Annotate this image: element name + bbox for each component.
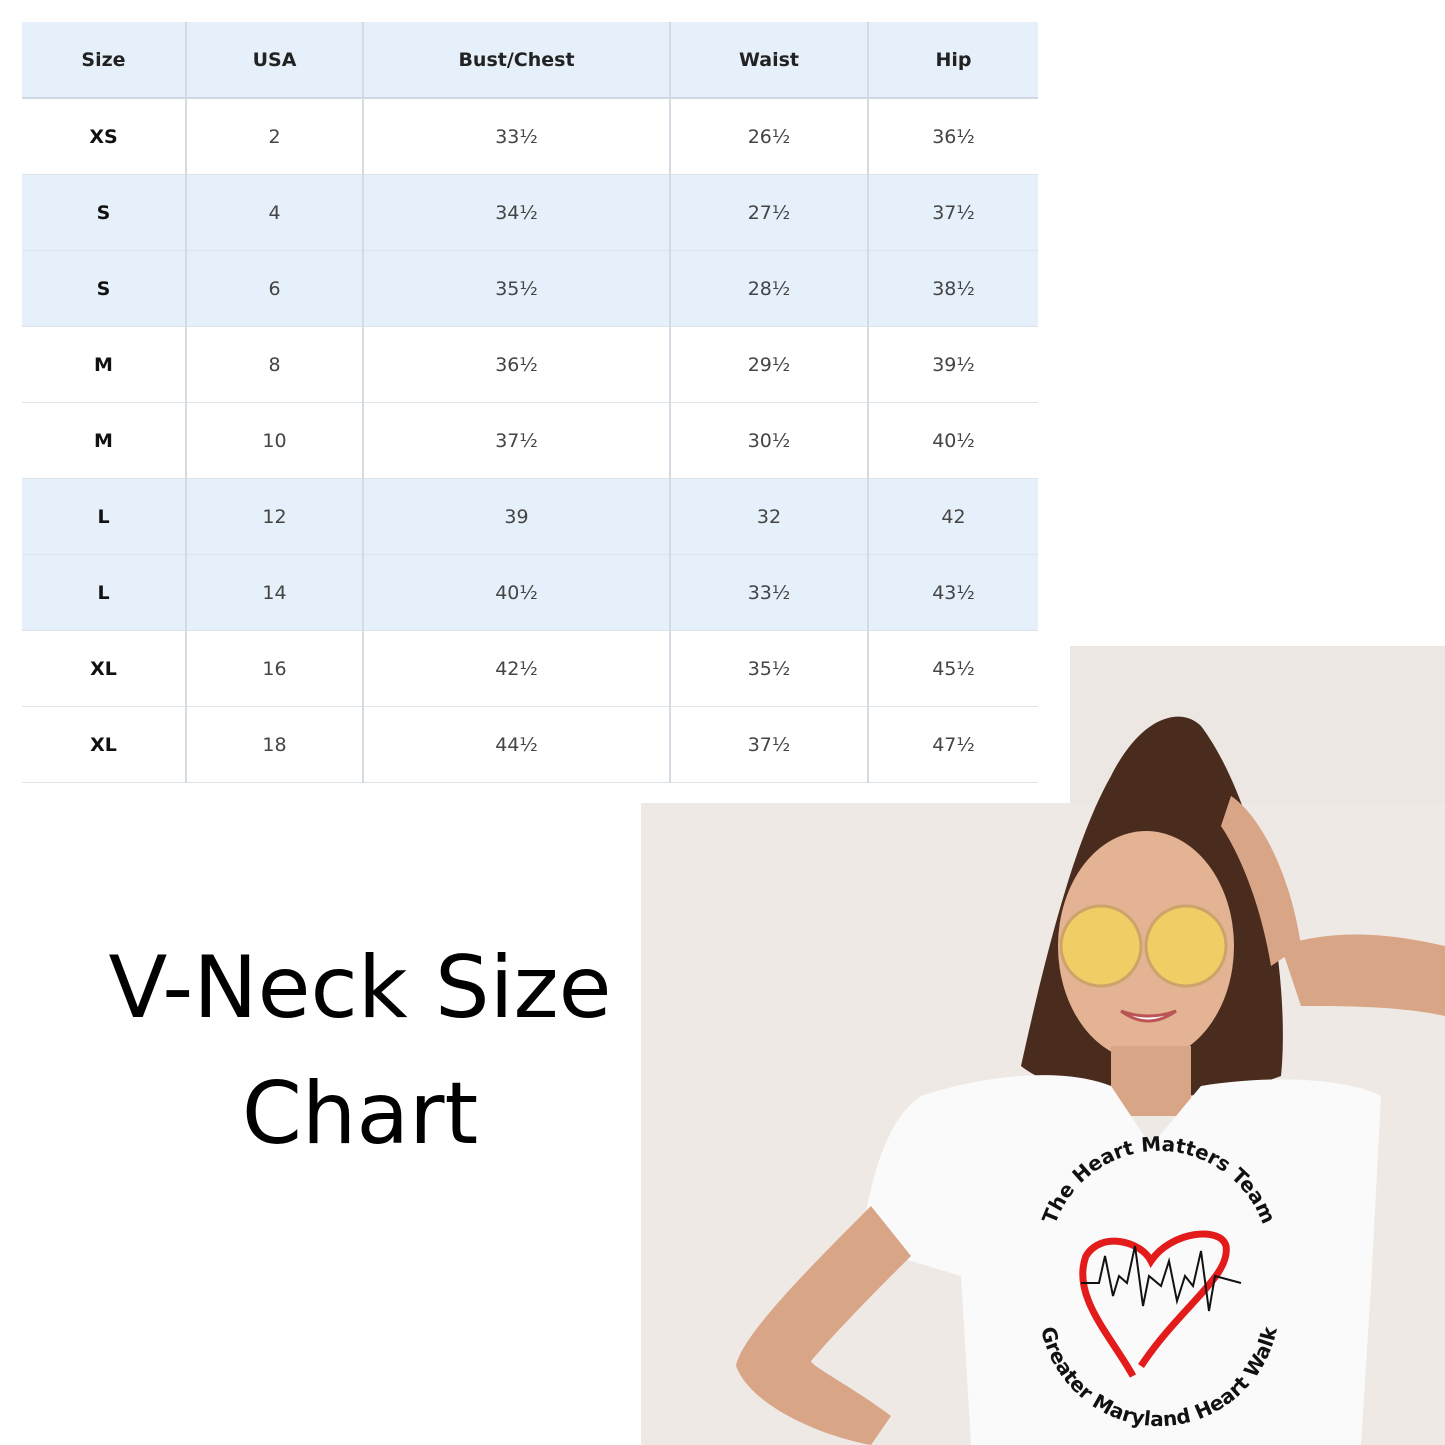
cell-size: XS bbox=[22, 98, 187, 175]
table-header-row: Size USA Bust/Chest Waist Hip bbox=[22, 22, 1038, 99]
cell-waist: 35½ bbox=[670, 630, 869, 707]
cell-hip: 37½ bbox=[868, 174, 1038, 251]
cell-waist: 37½ bbox=[670, 706, 869, 783]
cell-size: S bbox=[22, 250, 187, 327]
cell-bust-chest: 35½ bbox=[363, 250, 671, 327]
cell-waist: 30½ bbox=[670, 402, 869, 479]
cell-size: S bbox=[22, 174, 187, 251]
cell-waist: 28½ bbox=[670, 250, 869, 327]
cell-bust-chest: 42½ bbox=[363, 630, 671, 707]
table-row: XL 16 42½ 35½ 45½ bbox=[22, 630, 1038, 707]
table-row: L 12 39 32 42 bbox=[22, 478, 1038, 555]
cell-usa: 18 bbox=[186, 706, 364, 783]
table-row: S 4 34½ 27½ 37½ bbox=[22, 174, 1038, 251]
cell-size: XL bbox=[22, 630, 187, 707]
cell-usa: 8 bbox=[186, 326, 364, 403]
heart-icon bbox=[1079, 1230, 1230, 1378]
table-row: S 6 35½ 28½ 38½ bbox=[22, 250, 1038, 327]
cell-usa: 2 bbox=[186, 98, 364, 175]
cell-size: M bbox=[22, 402, 187, 479]
cell-usa: 16 bbox=[186, 630, 364, 707]
cell-hip: 38½ bbox=[868, 250, 1038, 327]
table-row: XL 18 44½ 37½ 47½ bbox=[22, 706, 1038, 783]
header-bust-chest: Bust/Chest bbox=[363, 22, 671, 99]
heartbeat-line bbox=[1081, 1245, 1242, 1312]
cell-hip: 47½ bbox=[868, 706, 1038, 783]
cell-bust-chest: 40½ bbox=[363, 554, 671, 631]
cell-bust-chest: 36½ bbox=[363, 326, 671, 403]
cell-bust-chest: 37½ bbox=[363, 402, 671, 479]
cell-size: XL bbox=[22, 706, 187, 783]
cell-waist: 26½ bbox=[670, 98, 869, 175]
cell-bust-chest: 33½ bbox=[363, 98, 671, 175]
title-line-2: Chart bbox=[241, 1064, 479, 1164]
cell-hip: 42 bbox=[868, 478, 1038, 555]
cell-usa: 10 bbox=[186, 402, 364, 479]
cell-usa: 4 bbox=[186, 174, 364, 251]
cell-hip: 39½ bbox=[868, 326, 1038, 403]
cell-waist: 29½ bbox=[670, 326, 869, 403]
table-row: M 10 37½ 30½ 40½ bbox=[22, 402, 1038, 479]
cell-hip: 36½ bbox=[868, 98, 1038, 175]
model-photo: The Heart Matters Team Greater Maryland … bbox=[641, 646, 1445, 1445]
table-row: L 14 40½ 33½ 43½ bbox=[22, 554, 1038, 631]
cell-waist: 33½ bbox=[670, 554, 869, 631]
header-hip: Hip bbox=[868, 22, 1038, 99]
page-title: V-Neck Size Chart bbox=[60, 925, 660, 1177]
cell-size: L bbox=[22, 554, 187, 631]
table-row: XS 2 33½ 26½ 36½ bbox=[22, 98, 1038, 175]
cell-waist: 27½ bbox=[670, 174, 869, 251]
table-row: M 8 36½ 29½ 39½ bbox=[22, 326, 1038, 403]
cell-hip: 40½ bbox=[868, 402, 1038, 479]
cell-hip: 45½ bbox=[868, 630, 1038, 707]
header-usa: USA bbox=[186, 22, 364, 99]
cell-size: L bbox=[22, 478, 187, 555]
header-size: Size bbox=[22, 22, 187, 99]
cell-usa: 12 bbox=[186, 478, 364, 555]
size-chart-table: Size USA Bust/Chest Waist Hip XS 2 33½ 26½ 3… bbox=[22, 22, 1038, 783]
cell-bust-chest: 44½ bbox=[363, 706, 671, 783]
cell-waist: 32 bbox=[670, 478, 869, 555]
cell-hip: 43½ bbox=[868, 554, 1038, 631]
cell-usa: 6 bbox=[186, 250, 364, 327]
header-waist: Waist bbox=[670, 22, 869, 99]
cell-bust-chest: 39 bbox=[363, 478, 671, 555]
cell-bust-chest: 34½ bbox=[363, 174, 671, 251]
cell-usa: 14 bbox=[186, 554, 364, 631]
cell-size: M bbox=[22, 326, 187, 403]
title-line-1: V-Neck Size bbox=[108, 938, 612, 1038]
